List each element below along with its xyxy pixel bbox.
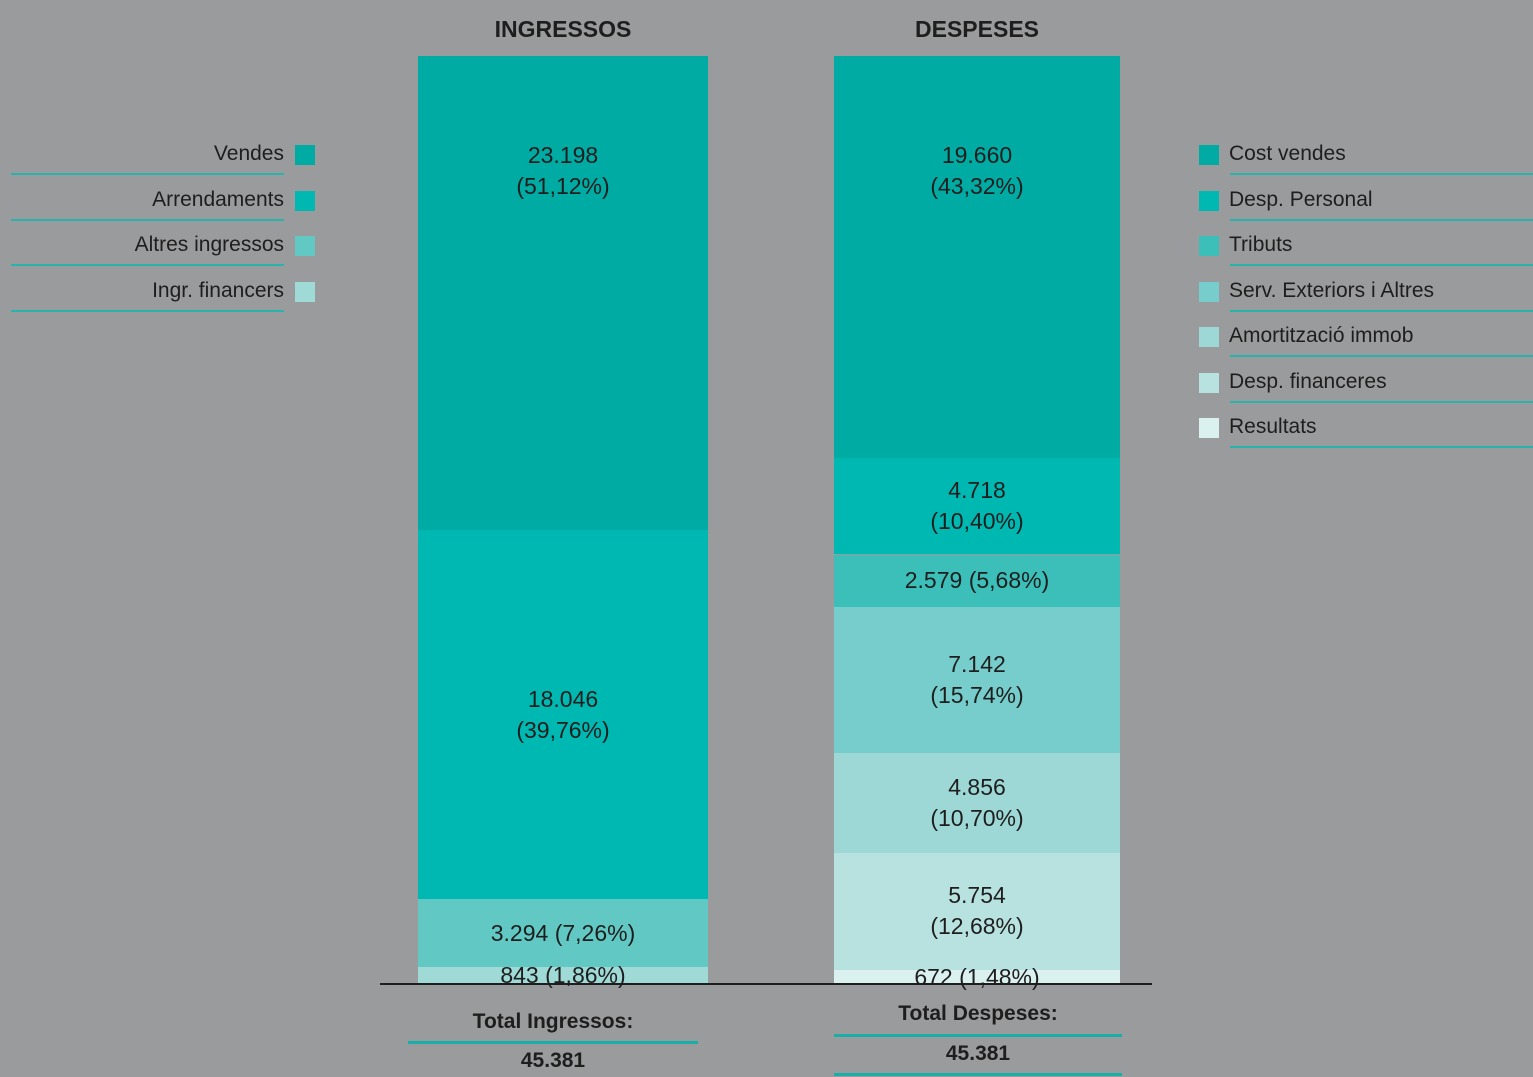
bar-segment-amortitzacio-immob[interactable] (834, 753, 1120, 853)
segment-label-amortitzacio-immob: 4.856 (10,70%) (930, 773, 1024, 831)
segment-label-arrendaments: 18.046 (39,76%) (516, 685, 610, 743)
legend-rule (11, 173, 284, 175)
legend-label-ingr-financers: Ingr. financers (152, 278, 284, 302)
legend-label-desp-financeres: Desp. financeres (1229, 369, 1387, 393)
legend-label-cost-vendes: Cost vendes (1229, 142, 1346, 165)
segment-label-tributs: 2.579 (5,68%) (904, 567, 1050, 594)
bar-segment-cost-vendes[interactable] (834, 56, 1120, 459)
bar-segment-serv-exteriors-i-altres[interactable] (834, 607, 1120, 754)
bar-segment-vendes[interactable] (418, 56, 708, 531)
total-value-ingressos: 45.381 (520, 1049, 586, 1072)
legend-rule (1230, 400, 1533, 403)
legend-label-desp-personal: Desp. Personal (1229, 187, 1373, 211)
segment-label-desp-personal: 4.718 (10,40%) (930, 477, 1024, 535)
legend-swatch-desp-financeres (1199, 372, 1219, 393)
legend-swatch-desp-personal (1199, 190, 1219, 211)
legend-rule (11, 218, 284, 221)
total-label-ingressos: Total Ingressos: (472, 1010, 634, 1033)
legend-swatch-arrendaments (295, 190, 315, 211)
bar-segment-resultats[interactable] (834, 970, 1120, 984)
legend-label-arrendaments: Arrendaments (152, 187, 284, 211)
legend-rule (11, 309, 284, 312)
bar-segment-arrendaments[interactable] (418, 530, 708, 900)
legend-rule (1230, 173, 1533, 175)
legend-swatch-altres-ingressos (295, 236, 315, 256)
segment-label-vendes: 23.198 (51,12%) (516, 142, 610, 199)
total-rule (408, 1041, 698, 1044)
legend-swatch-serv-exteriors-i-altres (1199, 281, 1219, 302)
segment-label-serv-exteriors-i-altres: 7.142 (15,74%) (930, 651, 1024, 709)
segment-label-cost-vendes: 19.660 (43,32%) (930, 142, 1024, 199)
legend-swatch-tributs (1199, 236, 1219, 256)
bar-segment-altres-ingressos[interactable] (418, 899, 708, 967)
bar-segment-desp-financeres[interactable] (834, 852, 1120, 971)
legend-swatch-cost-vendes (1199, 145, 1219, 165)
chart-baseline (380, 983, 1152, 985)
total-rule (834, 1034, 1122, 1037)
legend-label-resultats: Resultats (1229, 415, 1317, 438)
column-title-despeses: DESPESES (915, 16, 1039, 42)
legend-rule (1230, 264, 1533, 266)
segment-label-altres-ingressos: 3.294 (7,26%) (490, 919, 636, 946)
legend-label-serv-exteriors-i-altres: Serv. Exteriors i Altres (1229, 278, 1434, 302)
legend-label-altres-ingressos: Altres ingressos (134, 233, 284, 256)
legend-rule (11, 264, 284, 266)
legend-swatch-resultats (1199, 418, 1219, 438)
legend-rule (1230, 218, 1533, 221)
legend-rule (1230, 446, 1533, 448)
legend-swatch-amortitzacio-immob (1199, 327, 1219, 347)
total-rule (834, 1073, 1122, 1076)
bar-despeses: 19.660 (43,32%) 4.718 (10,40%) 2.579 (5,68… (834, 56, 1120, 990)
total-value-despeses: 45.381 (945, 1042, 1011, 1065)
legend-label-vendes: Vendes (213, 142, 284, 165)
bar-ingressos: 23.198 (51,12%) 18.046 (39,76%) 3.294 (7,2… (418, 56, 708, 988)
segment-label-ingr-financers: 843 (1,86%) (500, 961, 626, 988)
bar-segment-ingr-financers[interactable] (418, 966, 708, 984)
legend-rule (1230, 355, 1533, 357)
legend-label-tributs: Tributs (1229, 233, 1293, 256)
legend-swatch-vendes (295, 145, 315, 165)
legend-swatch-ingr-financers (295, 281, 315, 302)
segment-label-resultats: 672 (1,48%) (914, 963, 1040, 990)
legend-label-amortitzacio-immob: Amortització immob (1229, 324, 1414, 347)
bar-segment-desp-personal[interactable] (834, 458, 1120, 555)
legend-rule (1230, 309, 1533, 312)
bar-segment-tributs[interactable] (834, 554, 1120, 608)
column-title-ingressos: INGRESSOS (494, 16, 632, 42)
total-label-despeses: Total Despeses: (898, 1002, 1058, 1025)
segment-label-desp-financeres: 5.754 (12,68%) (930, 882, 1024, 940)
